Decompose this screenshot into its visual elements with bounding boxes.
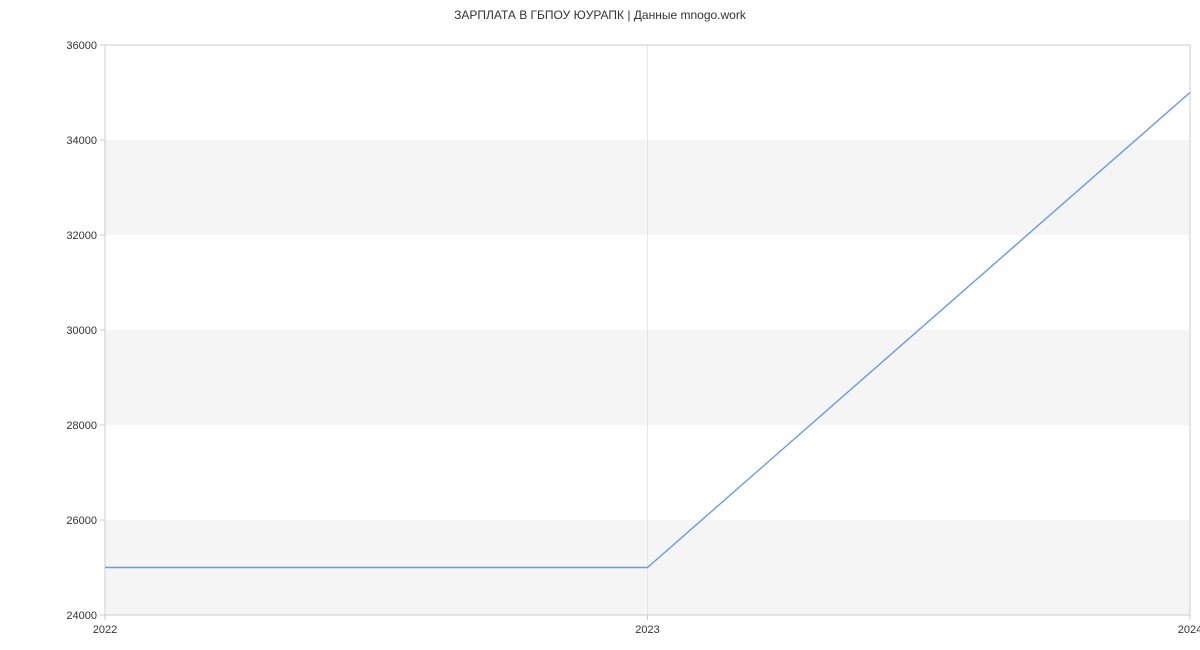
y-tick-label: 32000 — [66, 230, 97, 242]
y-tick-label: 34000 — [66, 135, 97, 147]
y-tick-label: 36000 — [66, 40, 97, 52]
x-tick-label: 2022 — [93, 624, 117, 636]
y-tick-label: 24000 — [66, 610, 97, 622]
y-tick-label: 28000 — [66, 420, 97, 432]
chart-svg: 24000 26000 28000 30000 32000 34000 36000 2022 2… — [0, 0, 1200, 650]
y-tick-label: 30000 — [66, 325, 97, 337]
x-tick-label: 2024 — [1178, 624, 1200, 636]
y-tick-label: 26000 — [66, 515, 97, 527]
x-tick-label: 2023 — [635, 624, 659, 636]
salary-line-chart: ЗАРПЛАТА В ГБПОУ ЮУРАПК | Данные mnogo.w… — [0, 0, 1200, 650]
